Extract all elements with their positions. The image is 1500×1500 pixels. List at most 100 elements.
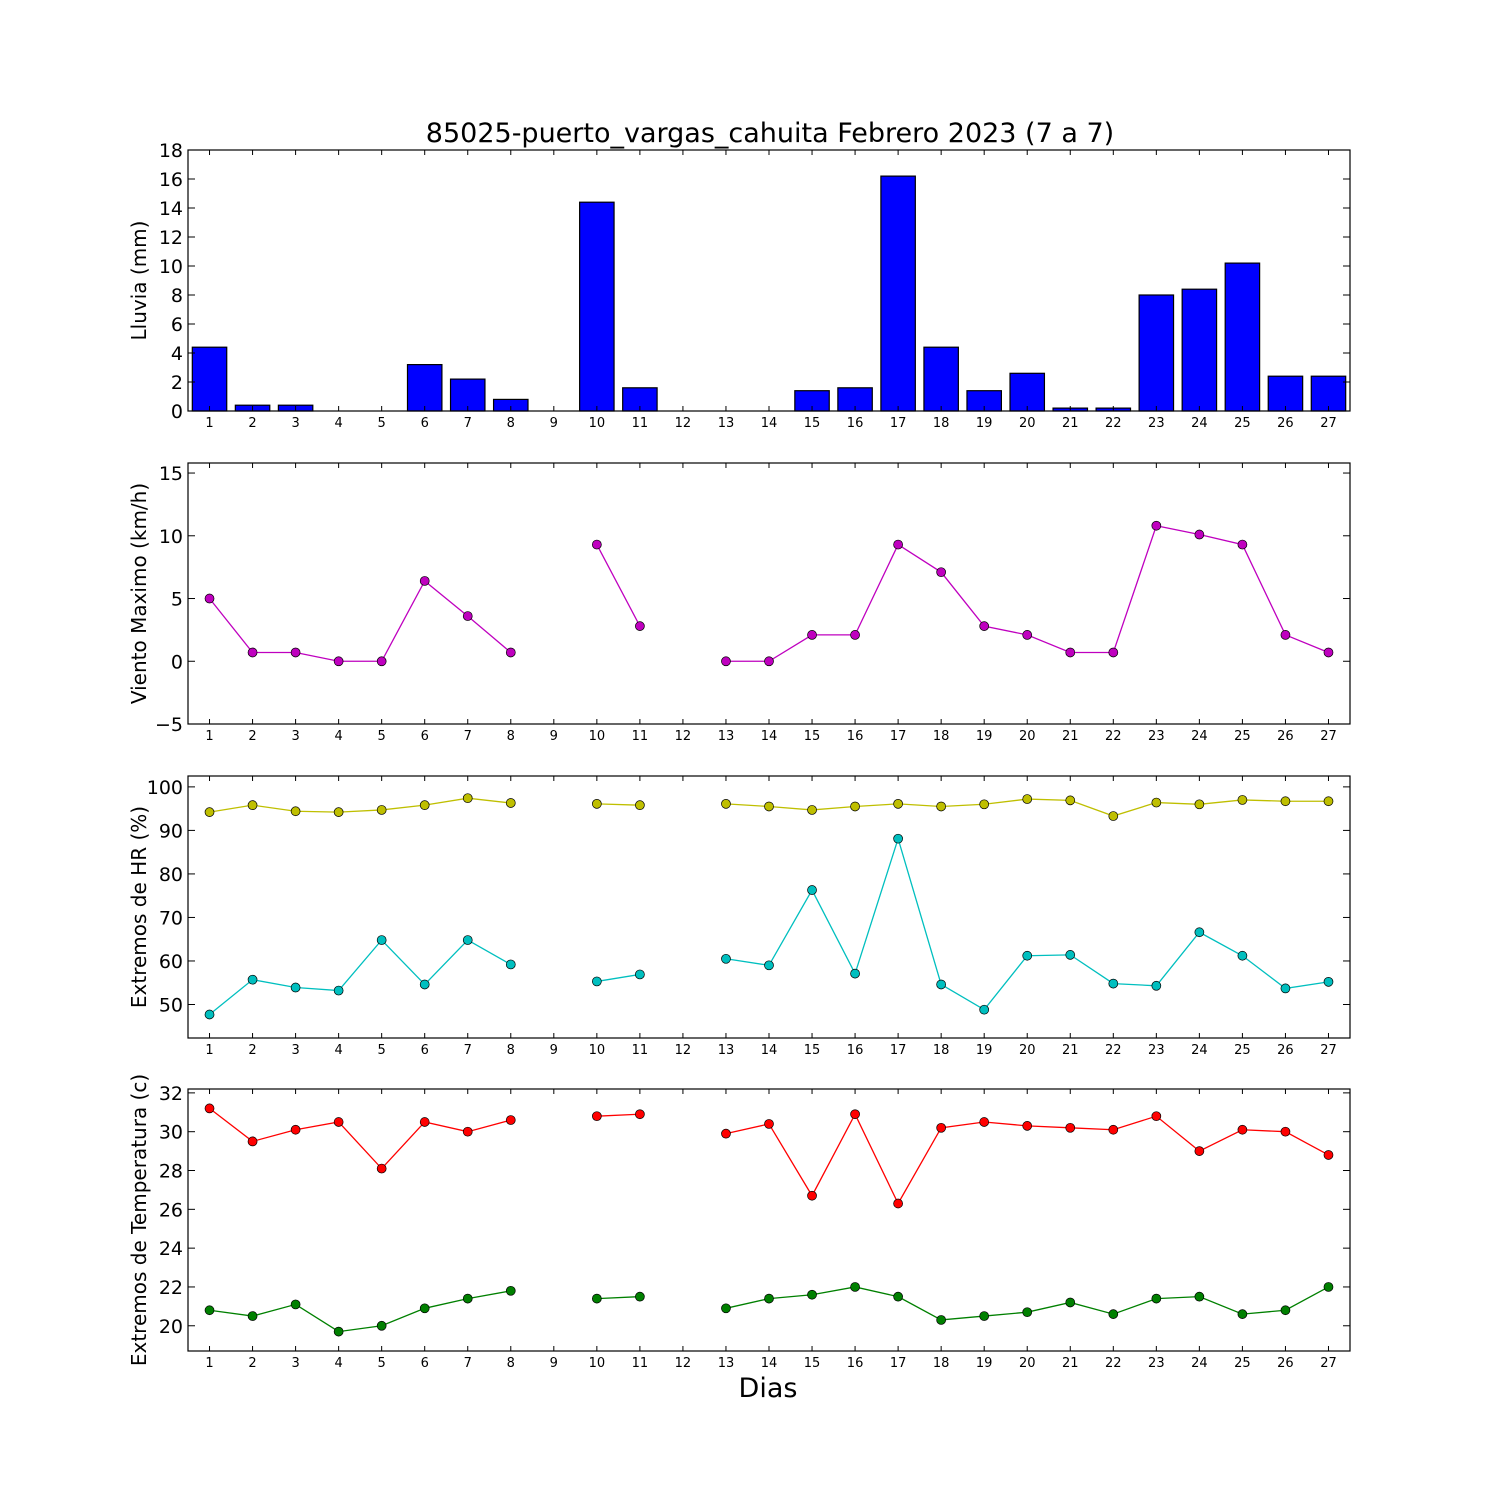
data-point: [1323, 1282, 1334, 1292]
y-tick-label: 30: [159, 1122, 183, 1144]
panel-1: 1 2 3 4 5 6 7 8 9 10 11 12 13 14 15 16 17 18 19 20 21 22 23 24 2…: [127, 140, 1351, 431]
data-point: [505, 959, 516, 970]
x-tick-label: 16: [847, 416, 864, 431]
data-point: [979, 1004, 990, 1015]
data-point: [807, 1190, 817, 1201]
y-tick-label: 70: [159, 907, 183, 929]
x-tick-label: 13: [718, 729, 735, 744]
x-tick-label: 15: [804, 729, 821, 744]
data-point: [204, 1305, 215, 1316]
x-tick-label: 1: [205, 416, 213, 431]
axes-frame: [187, 462, 1351, 725]
data-point: [850, 968, 860, 979]
data-point: [1323, 977, 1334, 987]
data-point: [505, 1285, 516, 1296]
data-point: [505, 798, 516, 808]
x-tick-label: 27: [1320, 416, 1337, 431]
x-tick-label: 16: [847, 1356, 864, 1371]
data-point: [290, 982, 301, 993]
x-tick-label: 17: [890, 1043, 907, 1058]
data-point: [893, 539, 903, 550]
y-tick-label: 15: [159, 463, 183, 485]
data-point: [936, 979, 946, 990]
y-tick-label: 2: [171, 372, 183, 394]
x-tick-label: 27: [1320, 1356, 1337, 1371]
y-tick-label: 5: [171, 589, 183, 611]
series-line-1: [209, 579, 512, 662]
x-tick-label: 14: [761, 1043, 778, 1058]
bar: [191, 346, 228, 412]
data-point: [247, 1311, 258, 1321]
x-tick-label: 18: [933, 729, 950, 744]
x-tick-label: 4: [334, 1356, 342, 1371]
x-tick-label: 4: [334, 416, 342, 431]
x-tick-label: 1: [205, 729, 213, 744]
y-tick-label: 14: [159, 198, 183, 220]
bar: [1009, 372, 1046, 412]
data-point: [979, 1117, 990, 1127]
data-point: [1022, 1307, 1033, 1318]
data-point: [290, 1124, 301, 1135]
x-tick-label: 13: [718, 1043, 735, 1058]
x-tick-label: 6: [421, 1356, 429, 1371]
data-point: [635, 969, 645, 980]
data-point: [1065, 1122, 1076, 1133]
y-tick-label: 10: [159, 526, 183, 548]
x-tick-label: 2: [248, 729, 256, 744]
data-point: [592, 799, 602, 809]
data-point: [592, 1111, 602, 1122]
data-point: [936, 1122, 946, 1133]
data-point: [505, 1115, 516, 1125]
x-tick-label: 12: [675, 416, 692, 431]
y-axis-label: Extremos de HR (%): [127, 806, 151, 1008]
data-point: [807, 805, 817, 815]
x-tick-label: 22: [1105, 416, 1122, 431]
data-point: [333, 985, 344, 996]
x-tick-label: 11: [632, 1356, 649, 1371]
y-tick-label: 4: [171, 343, 183, 365]
axes-frame: [187, 775, 1351, 1039]
x-tick-label: 19: [976, 1043, 993, 1058]
bar: [579, 201, 615, 412]
data-point: [893, 833, 903, 844]
axes-frame: [187, 149, 1351, 412]
x-tick-label: 21: [1062, 1356, 1079, 1371]
x-tick-label: 27: [1320, 729, 1337, 744]
series-line-1: [209, 797, 511, 813]
x-tick-label: 10: [589, 729, 606, 744]
data-point: [1323, 1150, 1334, 1160]
bar: [1138, 294, 1175, 412]
data-point: [979, 799, 990, 810]
series-line-1: [596, 544, 641, 627]
panel-4: 1 2 3 4 5 6 7 8 9 10 11 12 13 14 15 16 17 18 19 20 21 22 23 24 2…: [127, 1074, 1351, 1371]
data-point: [807, 885, 817, 895]
data-point: [721, 1128, 731, 1139]
x-tick-label: 19: [976, 729, 993, 744]
x-tick-label: 12: [675, 729, 692, 744]
x-tick-label: 4: [334, 1043, 342, 1058]
y-tick-label: 8: [171, 285, 183, 307]
data-point: [1151, 520, 1162, 531]
x-tick-label: 1: [205, 1356, 213, 1371]
data-point: [764, 1119, 774, 1129]
data-point: [635, 800, 645, 811]
data-point: [764, 960, 774, 971]
bar: [1267, 375, 1304, 412]
x-tick-label: 17: [890, 1356, 907, 1371]
data-point: [936, 1315, 946, 1325]
x-tick-label: 25: [1234, 1043, 1251, 1058]
x-tick-label: 18: [933, 416, 950, 431]
bar: [406, 364, 443, 412]
data-point: [721, 953, 731, 964]
data-point: [1022, 794, 1033, 804]
x-tick-label: 7: [464, 1043, 472, 1058]
y-tick-label: 16: [159, 169, 183, 191]
x-tick-label: 12: [675, 1356, 692, 1371]
x-tick-label: 14: [761, 416, 778, 431]
x-tick-label: 19: [976, 416, 993, 431]
x-tick-label: 7: [464, 416, 472, 431]
x-tick-label: 25: [1234, 416, 1251, 431]
data-point: [462, 1126, 473, 1137]
x-tick-label: 13: [718, 416, 735, 431]
data-point: [247, 800, 258, 811]
